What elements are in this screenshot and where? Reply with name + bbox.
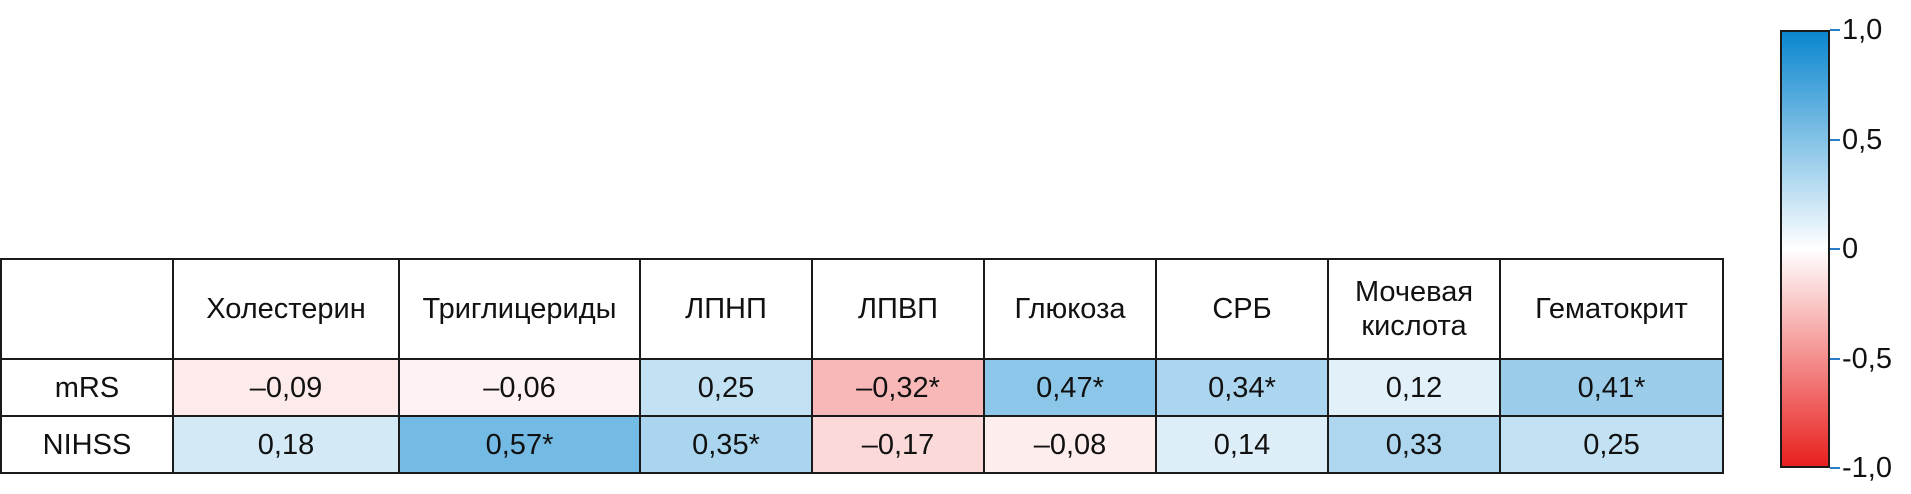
heatmap-cell: 0,35* xyxy=(639,415,813,474)
column-header: Триглицериды xyxy=(398,258,641,360)
table-row: NIHSS 0,18 0,57* 0,35* –0,17 –0,08 0,14 … xyxy=(0,415,1724,474)
colorbar-tick-label: 1,0 xyxy=(1842,14,1883,46)
colorbar-tick-label: -0,5 xyxy=(1842,342,1892,375)
colorbar-tick-mark xyxy=(1830,138,1840,141)
heatmap-cell: 0,34* xyxy=(1155,358,1329,417)
heatmap-cell: 0,14 xyxy=(1155,415,1329,474)
heatmap-cell: –0,06 xyxy=(398,358,641,417)
colorbar-tick-mark xyxy=(1830,29,1840,31)
column-header: ЛПВП xyxy=(811,258,985,360)
heatmap-cell: 0,12 xyxy=(1327,358,1501,417)
heatmap-cell: 0,47* xyxy=(983,358,1157,417)
colorbar-tick-label: 0,5 xyxy=(1842,123,1883,156)
correlation-table: Холестерин Триглицериды ЛПНП ЛПВП Глюкоз… xyxy=(0,258,1724,474)
heatmap-cell: 0,41* xyxy=(1499,358,1724,417)
column-header: Холестерин xyxy=(172,258,400,360)
colorbar-tick-label: 0 xyxy=(1842,233,1859,265)
colorbar-tick-mark xyxy=(1830,248,1840,250)
row-label: mRS xyxy=(0,358,174,417)
column-header: СРБ xyxy=(1155,258,1329,360)
heatmap-cell: 0,25 xyxy=(639,358,813,417)
row-label: NIHSS xyxy=(0,415,174,474)
colorbar-gradient xyxy=(1780,30,1830,468)
column-header: Гематокрит xyxy=(1499,258,1724,360)
header-row: Холестерин Триглицериды ЛПНП ЛПВП Глюкоз… xyxy=(0,258,1724,360)
heatmap-cell: 0,57* xyxy=(398,415,641,474)
column-header: Глюкоза xyxy=(983,258,1157,360)
heatmap-cell: –0,32* xyxy=(811,358,985,417)
heatmap-cell: –0,09 xyxy=(172,358,400,417)
heatmap-cell: 0,18 xyxy=(172,415,400,474)
colorbar-tick-mark xyxy=(1830,357,1840,360)
colorbar-tick-mark xyxy=(1830,467,1840,469)
column-header: Мочевая кислота xyxy=(1327,258,1501,360)
color-legend: 1,0 0,5 0 -0,5 -1,0 xyxy=(1776,15,1896,483)
table-row: mRS –0,09 –0,06 0,25 –0,32* 0,47* 0,34* … xyxy=(0,358,1724,417)
corner-cell xyxy=(0,258,174,360)
heatmap-cell: 0,33 xyxy=(1327,415,1501,474)
heatmap-cell: 0,25 xyxy=(1499,415,1724,474)
column-header: ЛПНП xyxy=(639,258,813,360)
colorbar-tick-label: -1,0 xyxy=(1842,452,1892,484)
heatmap-cell: –0,17 xyxy=(811,415,985,474)
heatmap-cell: –0,08 xyxy=(983,415,1157,474)
